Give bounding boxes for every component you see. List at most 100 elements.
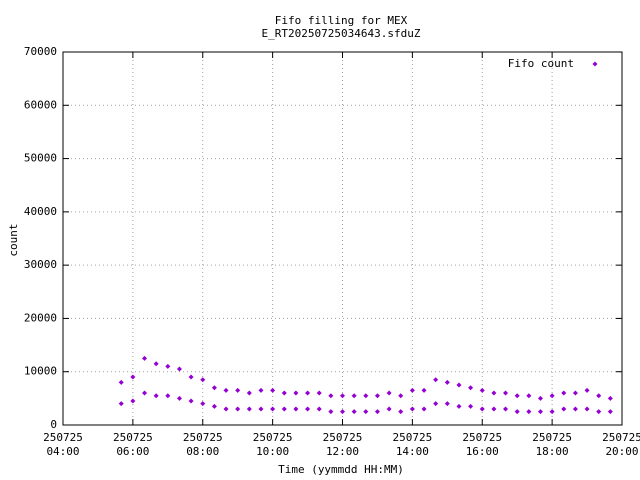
data-point — [363, 409, 369, 415]
data-point — [293, 390, 299, 396]
data-point — [211, 403, 217, 409]
x-tick-label: 18:00 — [536, 445, 569, 458]
y-tick-label: 50000 — [24, 152, 57, 165]
data-point — [165, 393, 171, 399]
data-point — [176, 366, 182, 372]
y-tick-label: 60000 — [24, 98, 57, 111]
data-point — [572, 406, 578, 412]
data-point — [398, 409, 404, 415]
legend-marker — [592, 61, 598, 67]
data-point — [468, 385, 474, 391]
data-point — [281, 390, 287, 396]
data-point — [526, 409, 532, 415]
data-point — [421, 406, 427, 412]
data-point — [607, 395, 613, 401]
x-tick-label: 04:00 — [46, 445, 79, 458]
data-point — [235, 406, 241, 412]
data-point — [316, 390, 322, 396]
data-point — [584, 387, 590, 393]
data-point — [421, 387, 427, 393]
data-point — [351, 409, 357, 415]
x-tick-label: 250725 — [462, 431, 502, 444]
data-point — [153, 393, 159, 399]
y-tick-label: 0 — [50, 418, 57, 431]
data-point — [549, 393, 555, 399]
data-point — [607, 409, 613, 415]
data-point — [374, 409, 380, 415]
data-point — [479, 387, 485, 393]
x-axis-label: Time (yymmdd HH:MM) — [278, 463, 404, 476]
x-tick-label: 250725 — [532, 431, 572, 444]
data-point — [433, 377, 439, 383]
data-point — [165, 363, 171, 369]
data-point — [584, 406, 590, 412]
x-tick-label: 20:00 — [605, 445, 638, 458]
data-point — [479, 406, 485, 412]
legend-label: Fifo count — [508, 57, 574, 70]
data-point — [398, 393, 404, 399]
y-tick-label: 10000 — [24, 365, 57, 378]
data-point — [433, 401, 439, 407]
data-point — [142, 355, 148, 361]
data-point — [142, 390, 148, 396]
data-point — [514, 393, 520, 399]
x-tick-label: 14:00 — [396, 445, 429, 458]
x-tick-label: 250725 — [602, 431, 640, 444]
data-point — [537, 395, 543, 401]
x-tick-label: 250725 — [43, 431, 83, 444]
data-point — [468, 403, 474, 409]
data-point — [514, 409, 520, 415]
data-point — [386, 406, 392, 412]
data-point — [491, 406, 497, 412]
data-point — [130, 398, 136, 404]
y-tick-label: 40000 — [24, 205, 57, 218]
x-tick-label: 16:00 — [466, 445, 499, 458]
data-point — [328, 393, 334, 399]
x-tick-label: 250725 — [253, 431, 293, 444]
data-point — [409, 406, 415, 412]
data-point — [211, 385, 217, 391]
data-point — [340, 409, 345, 415]
x-tick-label: 250725 — [113, 431, 153, 444]
data-point — [444, 401, 450, 407]
data-point — [200, 377, 206, 383]
data-point — [293, 406, 299, 412]
data-point — [351, 393, 357, 399]
chart-title: Fifo filling for MEX — [275, 14, 408, 27]
data-point — [118, 379, 124, 385]
data-point — [188, 374, 194, 380]
x-tick-label: 06:00 — [116, 445, 149, 458]
data-point — [409, 387, 415, 393]
data-point — [596, 409, 602, 415]
y-tick-label: 30000 — [24, 258, 57, 271]
data-point — [503, 390, 509, 396]
data-point — [363, 393, 369, 399]
data-point — [246, 406, 252, 412]
plot-frame — [62, 51, 623, 426]
data-point — [316, 406, 322, 412]
y-tick-label: 70000 — [24, 45, 57, 58]
data-point — [176, 395, 182, 401]
data-point — [153, 361, 159, 367]
data-point — [561, 390, 567, 396]
data-point — [305, 406, 311, 412]
data-point — [281, 406, 287, 412]
data-point — [444, 379, 450, 385]
data-point — [491, 390, 497, 396]
data-point — [596, 393, 602, 399]
x-tick-label: 250725 — [323, 431, 363, 444]
x-tick-label: 250725 — [183, 431, 223, 444]
chart-subtitle: E_RT20250725034643.sfduZ — [262, 27, 421, 40]
data-point — [223, 387, 229, 393]
data-point — [270, 406, 276, 412]
x-tick-label: 250725 — [393, 431, 433, 444]
data-point — [200, 401, 206, 407]
data-point — [246, 390, 252, 396]
data-point — [118, 401, 124, 407]
data-point — [340, 393, 345, 399]
data-point — [561, 406, 567, 412]
data-point — [258, 387, 264, 393]
data-point — [258, 406, 264, 412]
